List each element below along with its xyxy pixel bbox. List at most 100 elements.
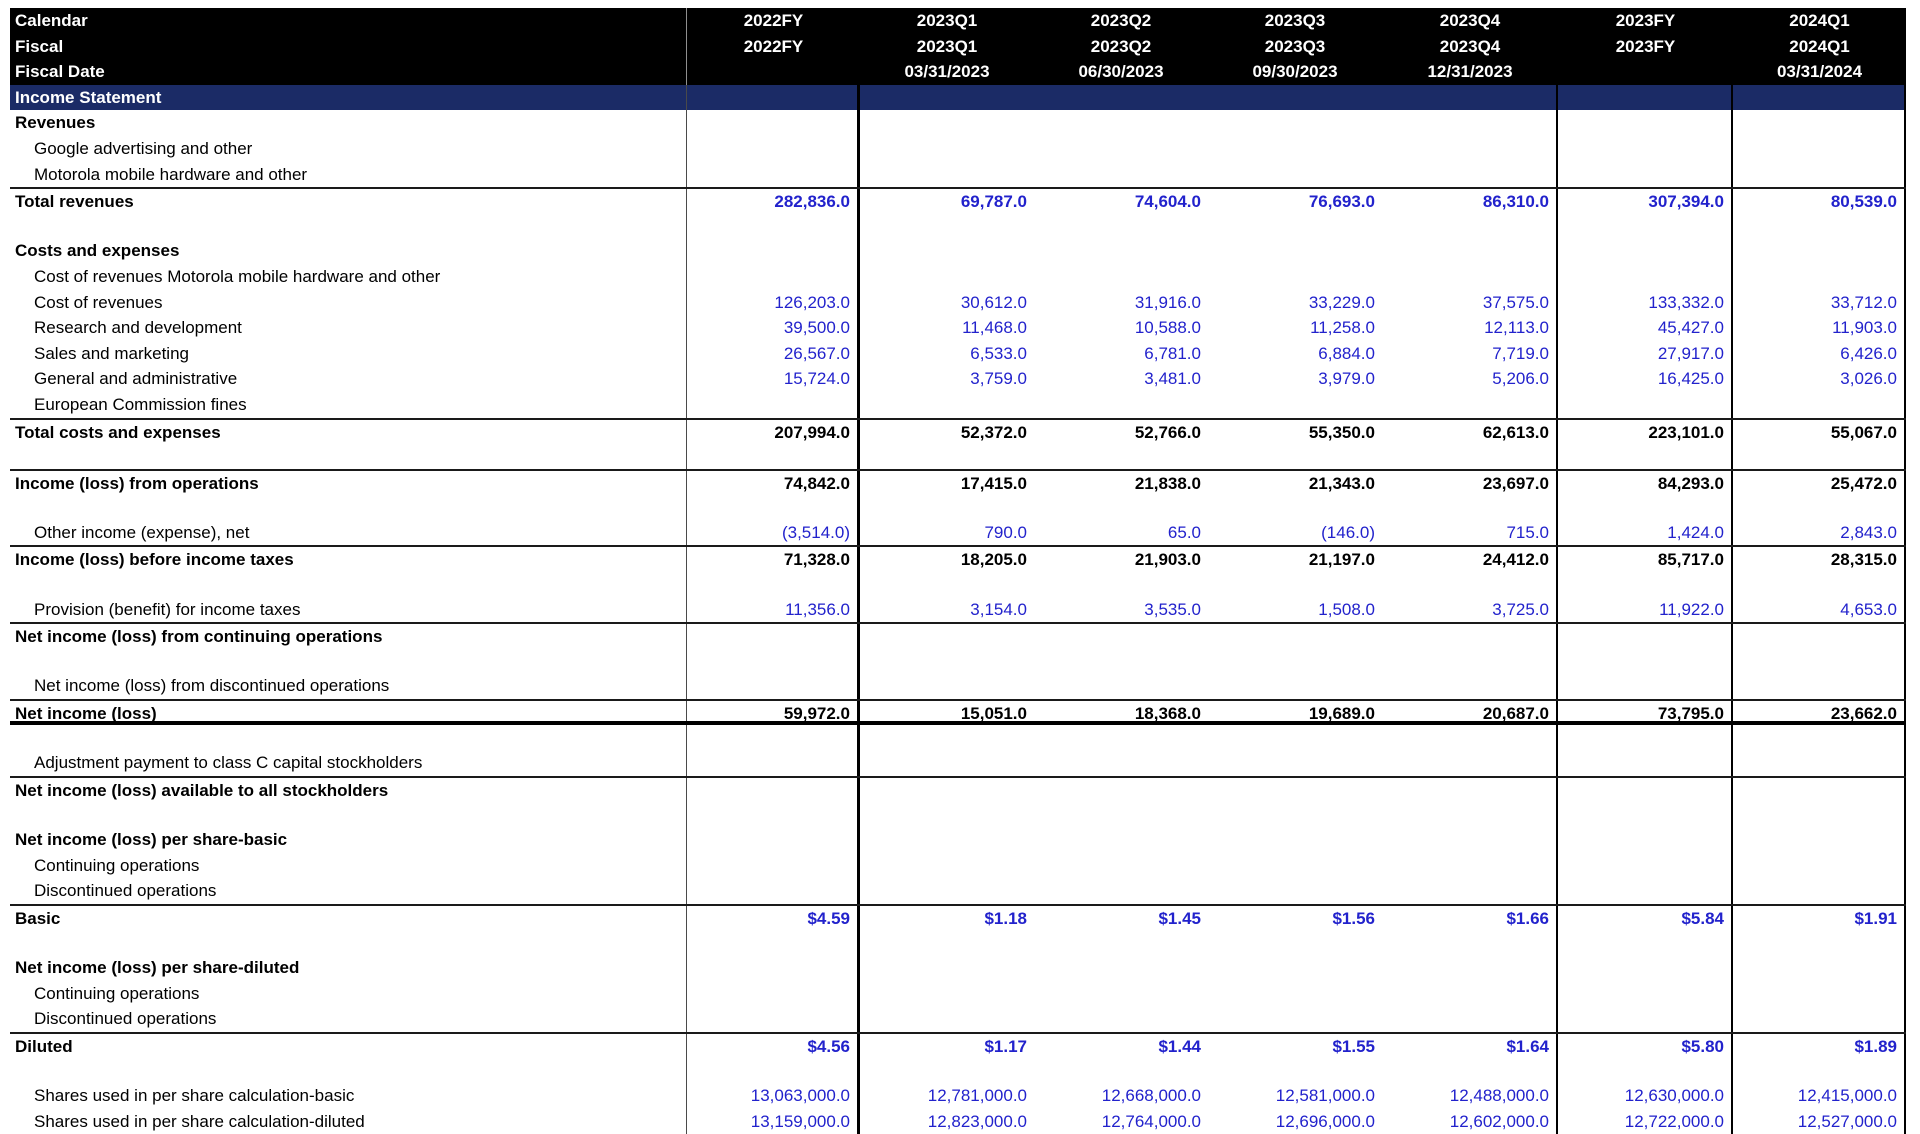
- value-cell[interactable]: 13,063,000.0: [687, 1082, 860, 1109]
- row-label[interactable]: Net income (loss) from discontinued oper…: [10, 673, 687, 700]
- value-cell[interactable]: $1.91: [1733, 905, 1906, 930]
- value-cell[interactable]: [1558, 1057, 1733, 1083]
- value-cell[interactable]: 80,539.0: [1733, 189, 1906, 213]
- value-cell[interactable]: [1558, 494, 1733, 520]
- value-cell[interactable]: [687, 494, 860, 520]
- value-cell[interactable]: [1733, 212, 1906, 239]
- value-cell[interactable]: [687, 391, 860, 418]
- value-cell[interactable]: [1034, 725, 1208, 751]
- value-cell[interactable]: [1558, 443, 1733, 469]
- value-cell[interactable]: [1382, 878, 1558, 904]
- value-cell[interactable]: [1208, 624, 1382, 648]
- row-label[interactable]: Research and development: [10, 315, 687, 341]
- value-cell[interactable]: 55,350.0: [1308, 422, 1375, 442]
- value-cell[interactable]: [687, 135, 860, 162]
- value-cell[interactable]: $1.64: [1382, 1033, 1558, 1058]
- value-cell[interactable]: [1558, 673, 1733, 700]
- value-cell[interactable]: [1034, 136, 1208, 162]
- value-cell[interactable]: [1733, 801, 1906, 827]
- value-cell[interactable]: 6,533.0: [970, 343, 1027, 363]
- value-cell[interactable]: [1382, 161, 1558, 188]
- value-cell[interactable]: [1382, 980, 1558, 1007]
- value-cell[interactable]: [1382, 929, 1558, 955]
- value-cell[interactable]: [1382, 391, 1558, 418]
- value-cell[interactable]: [860, 878, 1034, 904]
- row-label[interactable]: Diluted: [10, 1033, 687, 1058]
- value-cell[interactable]: $4.59: [687, 905, 860, 930]
- value-cell[interactable]: [1208, 392, 1382, 418]
- value-cell[interactable]: [1208, 648, 1382, 674]
- value-cell[interactable]: 3,154.0: [970, 599, 1027, 619]
- value-cell[interactable]: [1382, 443, 1558, 469]
- value-cell[interactable]: [1558, 212, 1733, 239]
- value-cell[interactable]: [860, 853, 1034, 879]
- value-cell[interactable]: [1733, 750, 1906, 776]
- value-cell[interactable]: [687, 777, 860, 802]
- value-cell[interactable]: 1,508.0: [1318, 599, 1375, 619]
- value-cell[interactable]: (146.0): [1321, 522, 1375, 542]
- value-cell[interactable]: [1382, 263, 1558, 290]
- value-cell[interactable]: 133,332.0: [1558, 289, 1733, 316]
- row-label[interactable]: Sales and marketing: [10, 340, 687, 367]
- value-cell[interactable]: [687, 263, 860, 290]
- value-cell[interactable]: [1382, 647, 1558, 674]
- value-cell[interactable]: 11,922.0: [1558, 596, 1733, 623]
- value-cell[interactable]: [1733, 624, 1906, 648]
- value-cell[interactable]: 30,612.0: [960, 292, 1027, 312]
- value-cell[interactable]: [1733, 1006, 1906, 1032]
- value-cell[interactable]: (3,514.0): [687, 519, 860, 546]
- value-cell[interactable]: [860, 750, 1034, 776]
- value-cell[interactable]: 23,697.0: [1382, 470, 1558, 495]
- value-cell[interactable]: [1382, 624, 1558, 648]
- value-cell[interactable]: 12,668,000.0: [1101, 1085, 1201, 1105]
- value-cell[interactable]: [1034, 1006, 1208, 1032]
- value-cell[interactable]: [1382, 777, 1558, 802]
- value-cell[interactable]: [1382, 494, 1558, 520]
- value-cell[interactable]: 21,197.0: [1308, 550, 1375, 570]
- value-cell[interactable]: [1034, 238, 1208, 264]
- value-cell[interactable]: [1558, 724, 1733, 751]
- value-cell[interactable]: [1733, 929, 1906, 955]
- value-cell[interactable]: [1208, 571, 1382, 597]
- value-cell[interactable]: [1733, 954, 1906, 981]
- row-label[interactable]: Discontinued operations: [10, 878, 687, 904]
- value-cell[interactable]: [1733, 494, 1906, 520]
- value-cell[interactable]: 23,662.0: [1733, 701, 1906, 721]
- value-cell[interactable]: 21,838.0: [1134, 473, 1201, 493]
- value-cell[interactable]: [687, 878, 860, 904]
- value-cell[interactable]: 2,843.0: [1733, 519, 1906, 546]
- value-cell[interactable]: 20,687.0: [1382, 701, 1558, 721]
- value-cell[interactable]: [1208, 673, 1382, 699]
- value-cell[interactable]: [860, 827, 1034, 853]
- value-cell[interactable]: 12,722,000.0: [1558, 1108, 1733, 1134]
- value-cell[interactable]: 12,415,000.0: [1733, 1082, 1906, 1109]
- value-cell[interactable]: [1034, 162, 1208, 188]
- value-cell[interactable]: [1034, 827, 1208, 853]
- value-cell[interactable]: [860, 778, 1034, 802]
- value-cell[interactable]: [860, 571, 1034, 597]
- value-cell[interactable]: 3,026.0: [1733, 366, 1906, 392]
- value-cell[interactable]: 3,725.0: [1382, 596, 1558, 623]
- value-cell[interactable]: [687, 929, 860, 955]
- value-cell[interactable]: 11,903.0: [1733, 315, 1906, 341]
- value-cell[interactable]: [1733, 647, 1906, 674]
- value-cell[interactable]: 7,719.0: [1382, 340, 1558, 367]
- value-cell[interactable]: [687, 571, 860, 597]
- value-cell[interactable]: [860, 624, 1034, 648]
- value-cell[interactable]: [1382, 135, 1558, 162]
- value-cell[interactable]: [687, 161, 860, 188]
- value-cell[interactable]: $4.56: [687, 1033, 860, 1058]
- value-cell[interactable]: 27,917.0: [1558, 340, 1733, 367]
- value-cell[interactable]: [687, 801, 860, 827]
- value-cell[interactable]: [1558, 750, 1733, 776]
- value-cell[interactable]: 3,481.0: [1144, 369, 1201, 389]
- value-cell[interactable]: 6,884.0: [1318, 343, 1375, 363]
- value-cell[interactable]: 11,468.0: [962, 318, 1027, 338]
- value-cell[interactable]: 3,979.0: [1318, 369, 1375, 389]
- value-cell[interactable]: 18,205.0: [960, 550, 1027, 570]
- value-cell[interactable]: 10,588.0: [1134, 318, 1201, 338]
- value-cell[interactable]: [1034, 1057, 1208, 1083]
- value-cell[interactable]: [1208, 1057, 1382, 1083]
- value-cell[interactable]: 52,372.0: [960, 422, 1027, 442]
- value-cell[interactable]: $1.89: [1733, 1033, 1906, 1058]
